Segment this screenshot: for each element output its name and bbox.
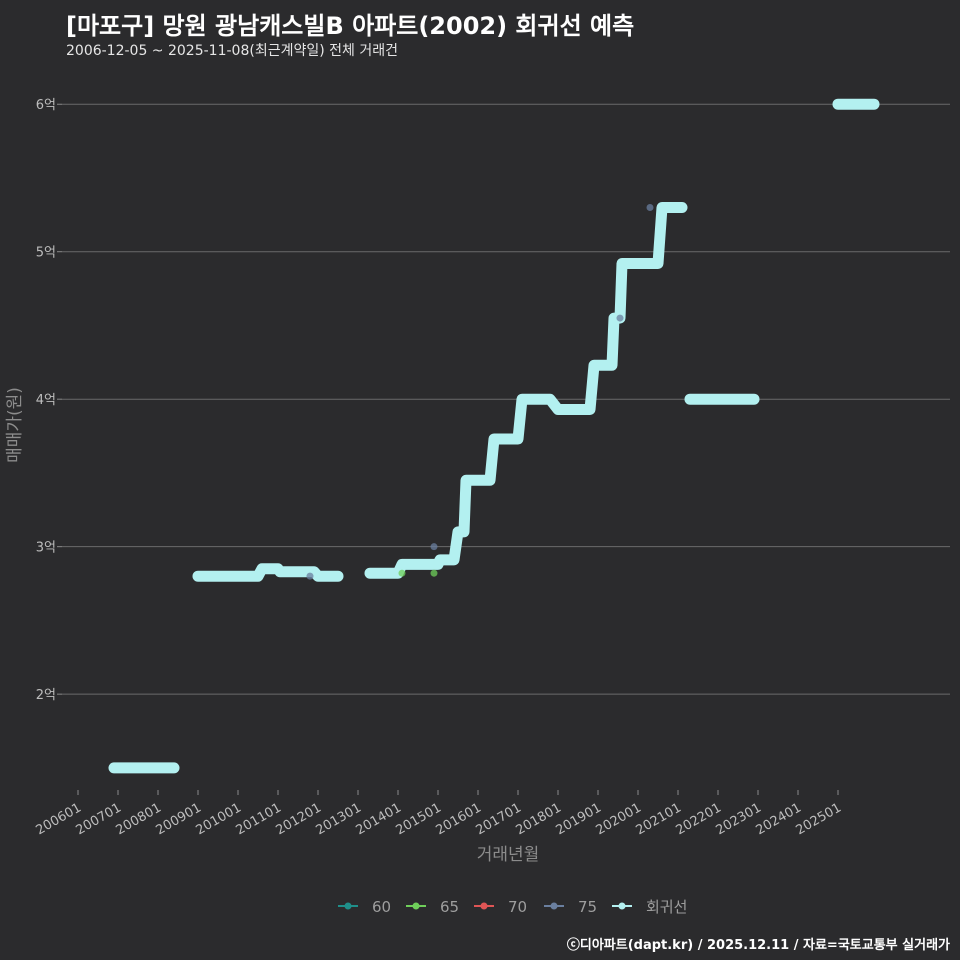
x-tick-label-1: 200701 bbox=[74, 800, 124, 838]
y-axis-ticks: 2억 3억 4억 5억 6억 bbox=[36, 98, 62, 703]
legend-marker-2 bbox=[480, 902, 488, 910]
x-tick-label-16: 202201 bbox=[674, 800, 724, 838]
regression-segment-2 bbox=[364, 202, 688, 579]
x-axis-title: 거래년월 bbox=[477, 845, 540, 865]
data-point-4 bbox=[616, 314, 624, 322]
x-tick-label-0: 200601 bbox=[34, 800, 84, 838]
y-tick-label-3: 5억 bbox=[36, 246, 56, 261]
legend-marker-4 bbox=[618, 902, 626, 910]
source-credit: ⓒ디아파트(dapt.kr) / 2025.12.11 / 자료=국토교통부 실… bbox=[566, 938, 950, 953]
legend-marker-3 bbox=[550, 902, 558, 910]
y-tick-label-1: 3억 bbox=[36, 541, 56, 556]
data-point-0 bbox=[306, 572, 314, 580]
x-tick-label-8: 201401 bbox=[354, 800, 404, 838]
x-tick-label-19: 202501 bbox=[794, 800, 844, 838]
legend-marker-0 bbox=[344, 902, 352, 910]
x-tick-label-4: 201001 bbox=[194, 800, 244, 838]
chart-subtitle: 2006-12-05 ~ 2025-11-08(최근계약일) 전체 거래건 bbox=[66, 43, 398, 59]
legend-label-0: 60 bbox=[372, 898, 391, 916]
x-tick-label-10: 201601 bbox=[434, 800, 484, 838]
y-tick-label-4: 6억 bbox=[36, 98, 56, 113]
x-tick-label-9: 201501 bbox=[394, 800, 444, 838]
x-tick-label-17: 202301 bbox=[714, 800, 764, 838]
y-axis-title: 매매가(원) bbox=[5, 387, 25, 463]
legend-label-4: 회귀선 bbox=[646, 898, 687, 916]
x-tick-label-15: 202101 bbox=[634, 800, 684, 838]
regression-series bbox=[108, 98, 880, 774]
x-tick-label-14: 202001 bbox=[594, 800, 644, 838]
legend-label-2: 70 bbox=[508, 898, 527, 916]
chart-title: [마포구] 망원 광남캐스빌B 아파트(2002) 회귀선 예측 bbox=[66, 12, 635, 40]
legend: 60 65 70 75 회귀선 bbox=[338, 898, 687, 916]
x-axis-ticks: 2006012007012008012009012010012011012012… bbox=[34, 790, 844, 838]
data-point-5 bbox=[646, 203, 654, 211]
x-tick-label-6: 201201 bbox=[274, 800, 324, 838]
y-tick-label-0: 2억 bbox=[36, 688, 56, 703]
x-tick-label-2: 200801 bbox=[114, 800, 164, 838]
data-point-3 bbox=[430, 543, 438, 551]
legend-marker-1 bbox=[412, 902, 420, 910]
x-tick-label-12: 201801 bbox=[514, 800, 564, 838]
x-tick-label-5: 201101 bbox=[234, 800, 284, 838]
x-tick-label-7: 201301 bbox=[314, 800, 364, 838]
x-tick-label-11: 201701 bbox=[474, 800, 524, 838]
y-tick-label-2: 4억 bbox=[36, 393, 56, 408]
gridlines bbox=[62, 103, 950, 695]
regression-segment-1 bbox=[192, 563, 344, 582]
x-tick-label-13: 201901 bbox=[554, 800, 604, 838]
data-point-1 bbox=[398, 569, 406, 577]
x-tick-label-3: 200901 bbox=[154, 800, 204, 838]
legend-label-3: 75 bbox=[578, 898, 597, 916]
data-point-2 bbox=[430, 569, 438, 577]
data-points bbox=[306, 203, 654, 580]
x-tick-label-18: 202401 bbox=[754, 800, 804, 838]
legend-label-1: 65 bbox=[440, 898, 459, 916]
